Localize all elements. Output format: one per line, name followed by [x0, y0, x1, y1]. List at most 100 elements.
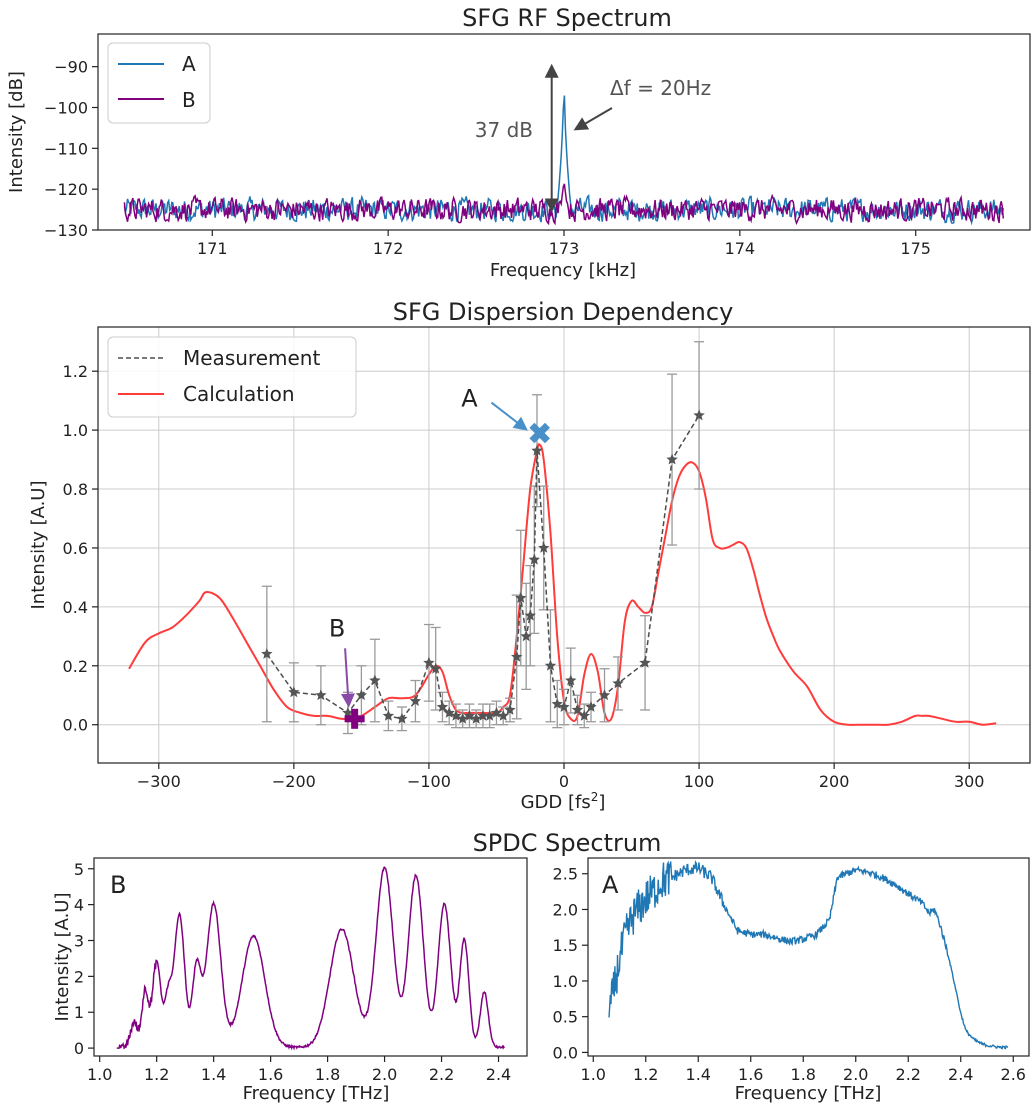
spdc-a-x-axis-label: Frequency [THz]	[735, 1083, 882, 1104]
rf-y-tick-label: −130	[44, 221, 88, 240]
spdc-a-y-tick-label: 2.0	[553, 900, 578, 919]
dispersion-y-axis-label: Intensity [A.U]	[28, 480, 49, 609]
spdc-a-y-ticks: 0.0 0.5 1.0 1.5 2.0 2.5	[553, 865, 588, 1062]
rf-x-tick-label: 173	[549, 239, 580, 258]
dispersion-chart-title: SFG Dispersion Dependency	[393, 298, 734, 326]
spdc-a-line	[608, 860, 1009, 1050]
dispersion-measurement-point	[436, 701, 449, 712]
dispersion-measurement-point	[342, 706, 354, 718]
rf-plot-area	[123, 95, 1005, 226]
spdc-a-plot-area	[608, 860, 1009, 1050]
dispersion-markers: AB	[329, 385, 550, 729]
dispersion-x-label-end: ]	[598, 792, 605, 813]
dispersion-measurement-point	[382, 709, 395, 721]
spdc-a-y-tick-label: 1.0	[553, 972, 578, 991]
dispersion-marker-b-bar	[351, 708, 359, 729]
rf-chart-title: SFG RF Spectrum	[462, 4, 672, 32]
spdc-b-plot-area	[116, 866, 505, 1051]
spdc-a-y-tick-label: 0.5	[553, 1008, 578, 1027]
spdc-b-y-tick-label: 2	[74, 967, 84, 986]
dispersion-marker-b-arrow	[340, 648, 355, 708]
rf-x-tick-label: 171	[197, 239, 228, 258]
dispersion-measurement-point	[315, 689, 327, 701]
rf-y-ticks: −130 −120 −110 −100 −90	[44, 58, 98, 240]
dispersion-measurement-point	[578, 709, 590, 721]
dispersion-x-tick-label: 0	[559, 772, 569, 791]
dispersion-measurement-point	[369, 674, 381, 686]
dispersion-x-tick-label: 200	[819, 772, 850, 791]
rf-37db-label: 37 dB	[475, 118, 533, 142]
dispersion-marker-a-label: A	[461, 385, 478, 413]
dispersion-measurement-point	[484, 709, 496, 721]
dispersion-measurement-point	[639, 656, 651, 668]
dispersion-measurement-point	[504, 704, 516, 715]
dispersion-x-tick-label: 300	[954, 772, 985, 791]
dispersion-measurement-point	[571, 704, 584, 715]
dispersion-measurement-point	[524, 609, 536, 621]
dispersion-marker-a	[529, 422, 550, 444]
spdc-a-x-tick-label: 1.0	[581, 1065, 606, 1084]
dispersion-legend: Measurement Calculation	[107, 336, 357, 418]
dispersion-marker-b-label: B	[329, 614, 345, 642]
spdc-b-x-tick-label: 2.4	[486, 1065, 511, 1084]
dispersion-y-ticks: 0.0 0.2 0.4 0.6 0.8 1.0 1.2	[63, 362, 98, 735]
rf-spectrum-panel: SFG RF Spectrum 171 172 173 174 175 −130 −120…	[6, 4, 1031, 281]
spdc-b-x-tick-label: 2.0	[372, 1065, 397, 1084]
dispersion-marker-a-bar	[529, 422, 550, 444]
spdc-b-y-tick-label: 3	[74, 932, 84, 951]
dispersion-measurement-point	[490, 706, 503, 718]
spdc-b-x-tick-label: 1.2	[144, 1065, 169, 1084]
spdc-a-x-tick-label: 2.2	[896, 1065, 921, 1084]
spdc-b-y-tick-label: 5	[74, 860, 84, 879]
dispersion-x-label-sup: 2	[591, 790, 599, 804]
rf-y-axis-label: Intensity [dB]	[6, 71, 27, 193]
rf-x-tick-label: 172	[373, 239, 404, 258]
rf-y-tick-label: −120	[44, 180, 88, 199]
dispersion-measurement-point	[288, 686, 300, 698]
dispersion-panel: SFG Dispersion Dependency AB −300 −200 −10…	[28, 298, 1031, 813]
dispersion-legend-measurement-label: Measurement	[183, 346, 320, 370]
rf-x-tick-label: 175	[900, 239, 931, 258]
spdc-a-y-tick-label: 2.5	[553, 865, 578, 884]
spdc-a-x-tick-label: 1.2	[633, 1065, 658, 1084]
spdc-b-x-tick-label: 1.4	[201, 1065, 226, 1084]
dispersion-legend-calculation-label: Calculation	[183, 382, 295, 406]
dispersion-measurement-point	[396, 712, 408, 724]
rf-y-tick-label: −90	[54, 58, 88, 77]
spdc-b-y-axis-label: Intensity [A.U]	[52, 892, 73, 1021]
spdc-a-x-tick-label: 2.4	[948, 1065, 973, 1084]
dispersion-measurement-point	[531, 444, 543, 456]
dispersion-measurement-point	[520, 630, 532, 642]
spdc-b-y-tick-label: 1	[74, 1003, 84, 1022]
rf-legend-a-label: A	[182, 52, 196, 76]
dispersion-x-label-main: GDD [fs	[521, 792, 591, 813]
dispersion-y-tick-label: 1.2	[63, 362, 88, 381]
spdc-a-x-ticks: 1.0 1.2 1.4 1.6 1.8 2.0 2.2 2.4 2.6	[581, 1056, 1026, 1084]
dispersion-measurement-point	[612, 677, 624, 689]
spdc-a-x-tick-label: 1.4	[686, 1065, 711, 1084]
spdc-b-y-tick-label: 0	[74, 1039, 84, 1058]
rf-axes-frame	[97, 33, 1031, 231]
dispersion-y-tick-label: 0.2	[63, 657, 88, 676]
dispersion-marker-b	[344, 708, 365, 729]
spdc-b-panel-label: B	[110, 871, 126, 899]
dispersion-measurement-point	[477, 709, 489, 721]
spdc-a-y-tick-label: 0.0	[553, 1043, 578, 1062]
spdc-b-panel: 1.0 1.2 1.4 1.6 1.8 2.0 2.2 2.4 0 1 2 3 4 5 B Freque…	[52, 857, 528, 1104]
spdc-a-x-tick-label: 1.6	[738, 1065, 763, 1084]
dispersion-measurement-point	[538, 541, 550, 553]
dispersion-measurement-point	[515, 592, 527, 603]
rf-x-ticks: 171 172 173 174 175	[197, 230, 931, 258]
dispersion-measurement-point	[457, 712, 469, 724]
dispersion-measurement-point	[666, 453, 678, 465]
dispersion-measurement-line	[266, 415, 700, 720]
rf-x-axis-label: Frequency [kHz]	[490, 260, 636, 281]
spdc-a-axes-frame	[587, 857, 1030, 1057]
spdc-a-panel-label: A	[602, 871, 619, 899]
dispersion-x-tick-label: 100	[684, 772, 715, 791]
dispersion-measurement-point	[511, 650, 523, 662]
dispersion-measurement-point	[470, 712, 482, 724]
dispersion-x-axis-label: GDD [fs2]	[521, 790, 606, 813]
rf-legend-b-label: B	[182, 88, 196, 112]
